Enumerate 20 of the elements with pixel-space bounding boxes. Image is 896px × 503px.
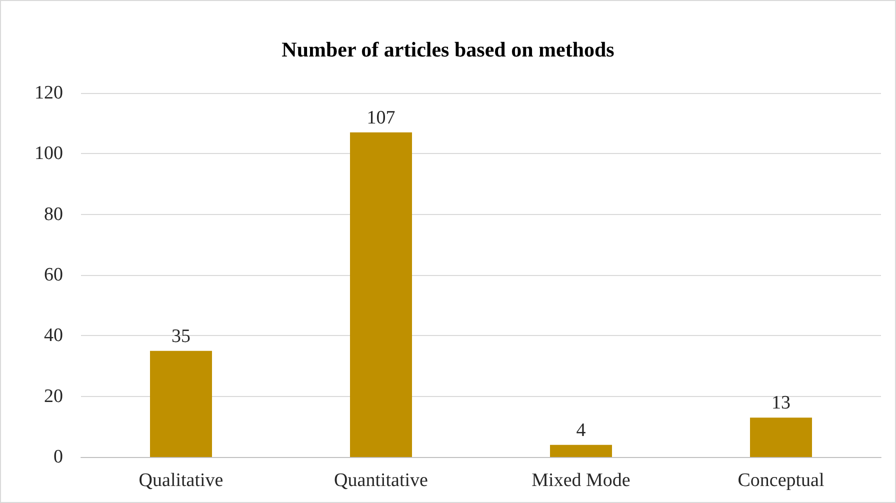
bar	[750, 418, 812, 457]
x-tick-label: Quantitative	[334, 470, 428, 491]
y-tick-label: 120	[34, 82, 63, 104]
bar	[350, 132, 412, 457]
y-tick-label: 80	[44, 204, 63, 225]
data-label: 35	[172, 326, 190, 347]
data-label: 4	[576, 420, 586, 441]
x-tick-label: Mixed Mode	[532, 470, 630, 491]
y-tick-label: 0	[54, 446, 63, 468]
y-tick-label: 60	[44, 264, 63, 286]
chart-title: Number of articles based on methods	[282, 38, 614, 62]
x-tick-label: Qualitative	[138, 470, 224, 491]
y-tick-label: 20	[44, 386, 63, 407]
bar	[150, 350, 212, 457]
y-tick-label: 40	[44, 325, 63, 346]
data-label: 107	[366, 107, 396, 128]
bar	[550, 444, 612, 457]
data-label: 13	[772, 392, 790, 414]
x-tick-label: Conceptual	[738, 470, 824, 491]
y-tick-label: 100	[34, 143, 63, 164]
